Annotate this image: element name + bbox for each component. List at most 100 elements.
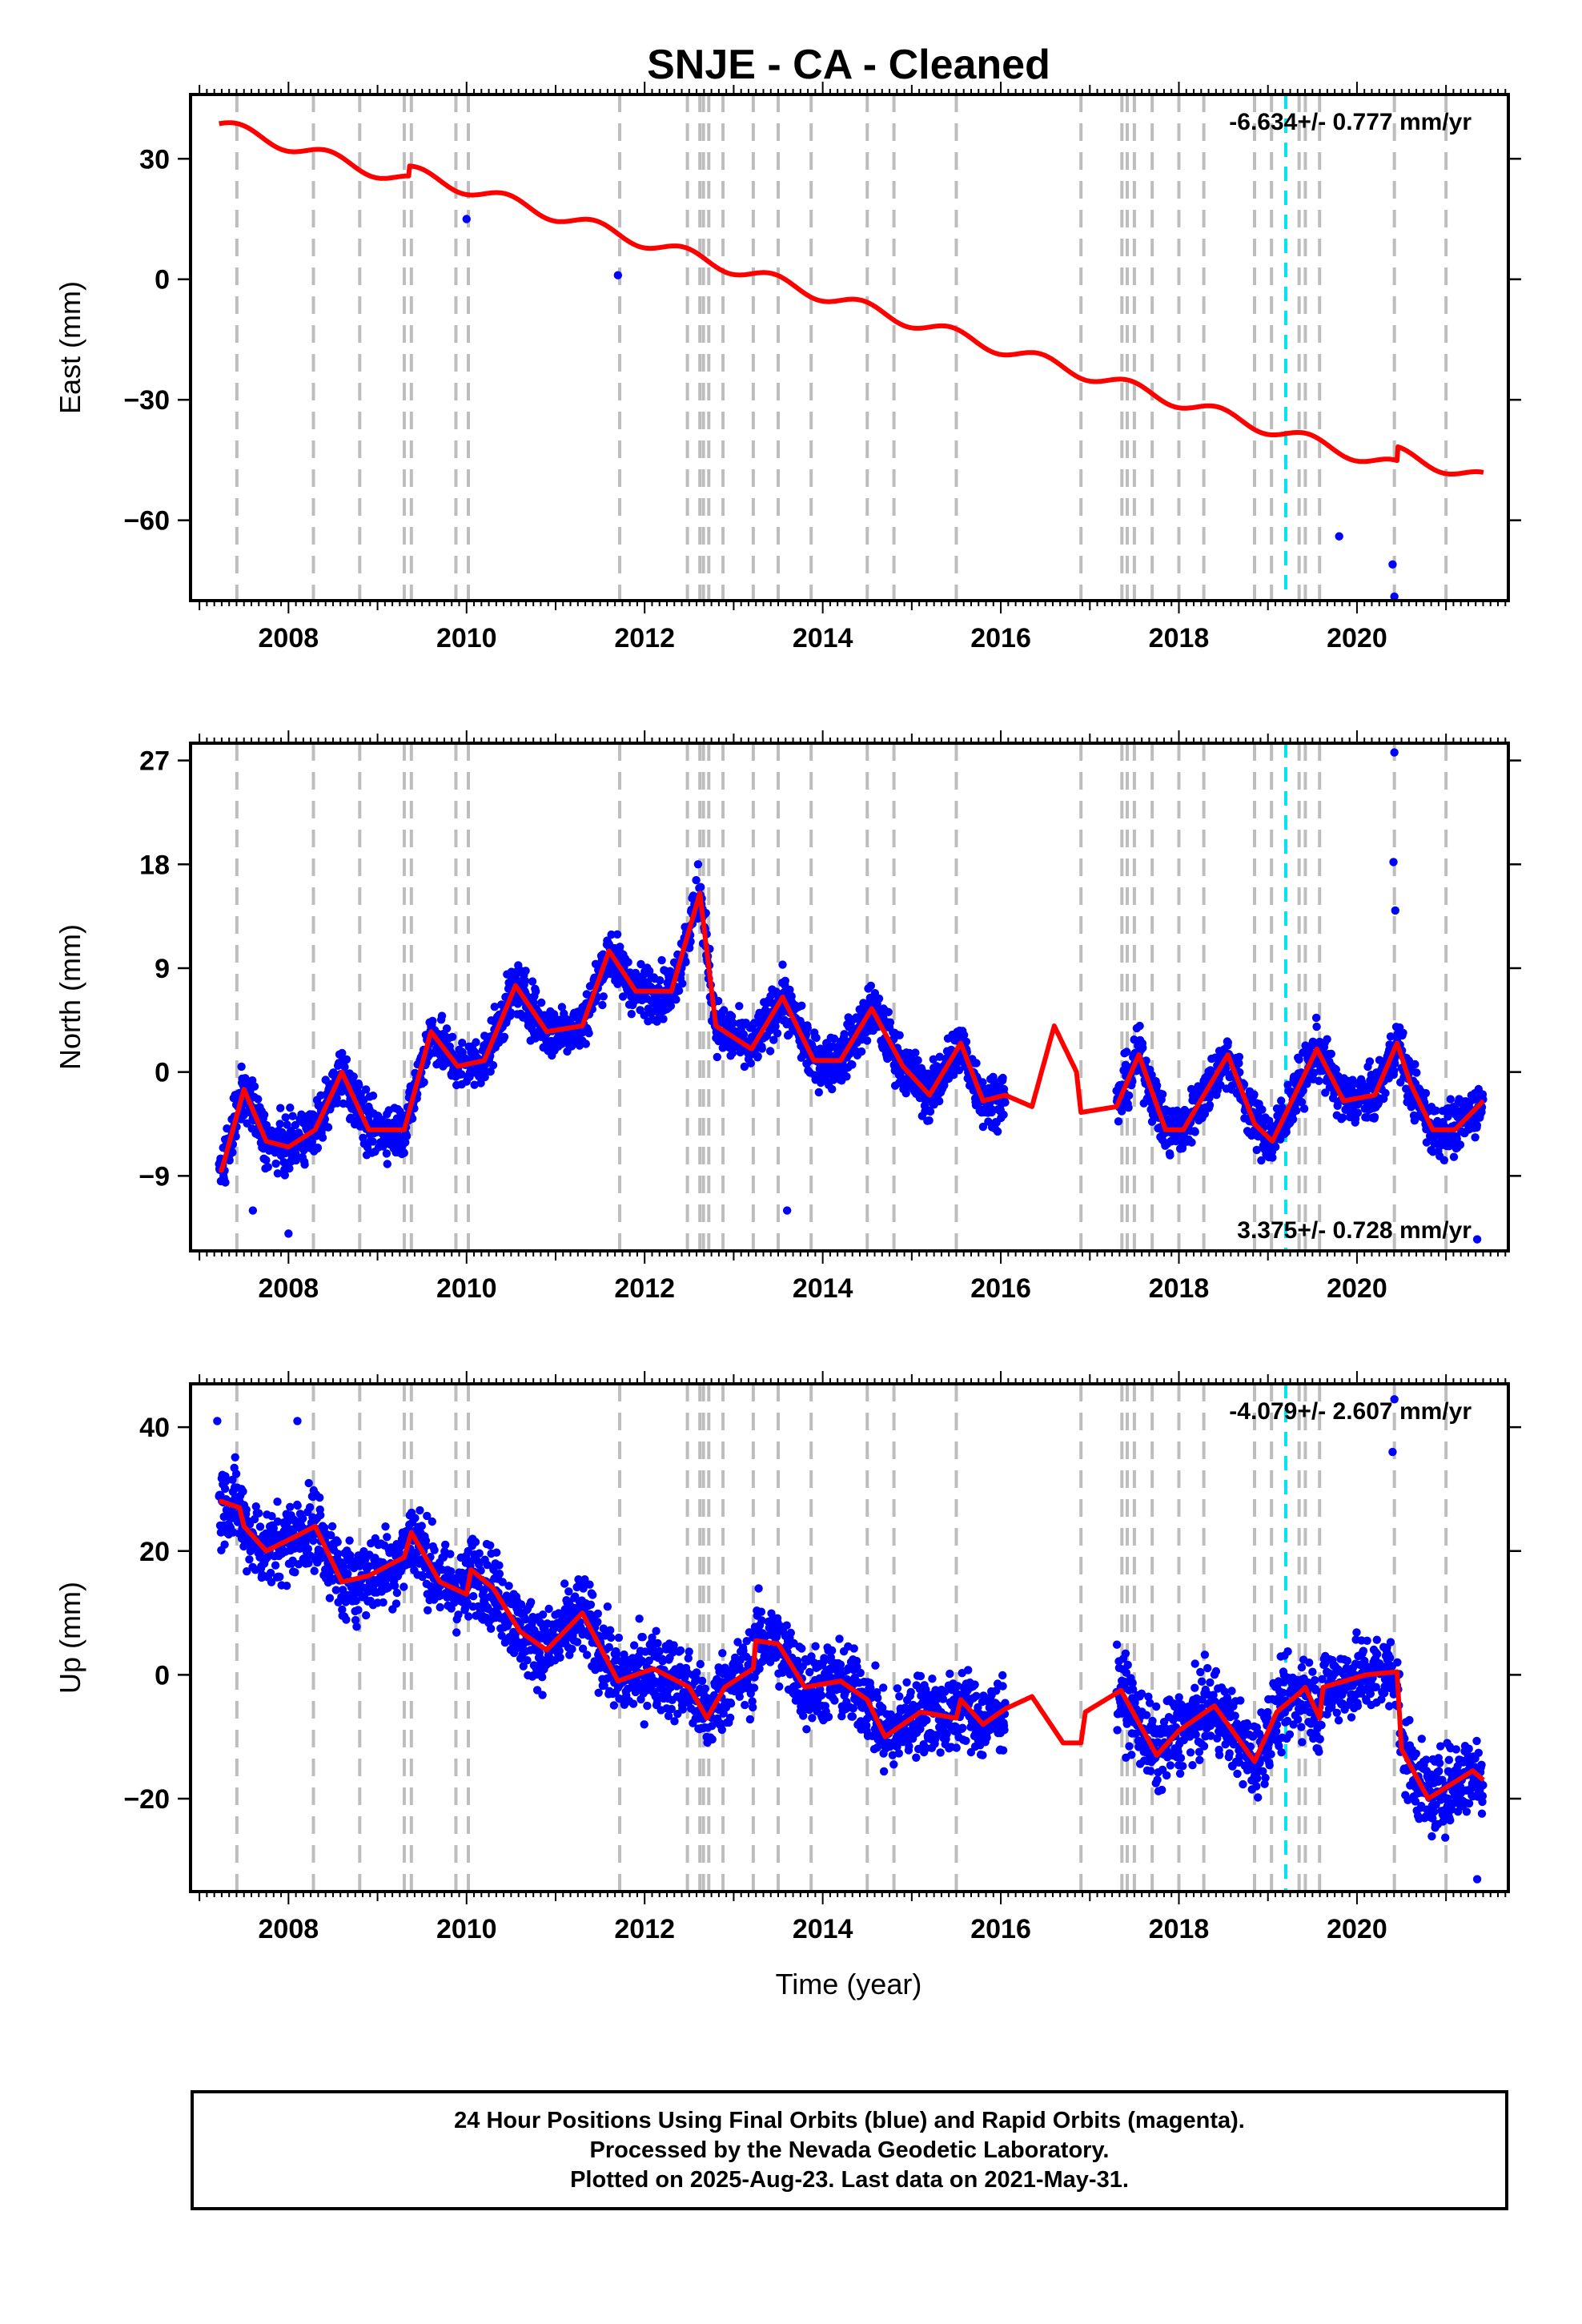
observation-point — [728, 0, 736, 4]
observation-point — [903, 0, 911, 4]
observation-point — [251, 0, 259, 4]
observation-point — [548, 0, 556, 4]
observation-point — [1436, 0, 1444, 4]
observation-point — [1187, 0, 1195, 4]
observation-point — [1308, 0, 1316, 4]
observation-point — [978, 0, 986, 4]
observation-point — [753, 0, 761, 4]
panel-north: 2008 2010 2012 2014 2016 2018 2020271890−9Nort… — [54, 730, 1521, 1304]
observation-point — [933, 0, 941, 4]
observation-point — [681, 0, 689, 4]
observation-point — [286, 0, 294, 4]
observation-point — [589, 0, 597, 4]
observation-point — [773, 0, 781, 4]
observation-point — [613, 0, 621, 4]
observation-point — [263, 0, 271, 4]
observation-point — [1271, 0, 1279, 4]
observation-point — [1166, 0, 1174, 4]
observation-point — [362, 0, 370, 4]
observation-point — [1394, 0, 1402, 4]
observation-point — [451, 0, 459, 4]
observation-point — [445, 0, 453, 4]
observation-point — [684, 0, 692, 4]
observation-point — [1353, 0, 1361, 4]
observation-point — [461, 0, 469, 4]
observation-point — [404, 0, 412, 4]
observation-point — [908, 0, 916, 4]
observation-point — [1305, 0, 1313, 4]
observation-point — [632, 0, 640, 4]
observation-point — [1262, 0, 1270, 4]
observation-point — [347, 0, 355, 4]
observation-point — [1289, 0, 1297, 4]
observation-point — [528, 0, 536, 4]
observation-point — [921, 0, 930, 4]
observation-point — [1229, 0, 1237, 4]
observation-point — [447, 0, 455, 4]
observation-point — [256, 0, 264, 4]
observation-point — [875, 0, 883, 4]
observation-point — [1194, 0, 1202, 4]
observation-point — [1379, 0, 1387, 4]
observation-point — [816, 0, 824, 4]
observation-point — [1303, 0, 1311, 4]
observation-point — [472, 0, 480, 4]
observation-point — [1131, 0, 1139, 4]
observation-point — [480, 0, 488, 4]
observation-point — [496, 0, 504, 4]
observation-point — [742, 0, 750, 4]
observation-point — [1162, 0, 1170, 4]
observation-point — [1299, 0, 1307, 4]
observation-point — [221, 0, 229, 4]
observation-point — [841, 0, 849, 4]
observation-point — [1223, 0, 1231, 4]
observation-point — [465, 0, 473, 4]
observation-point — [726, 0, 734, 4]
observation-point — [378, 0, 386, 4]
observation-point — [1196, 0, 1204, 4]
observation-point — [1344, 0, 1352, 4]
observation-point — [1148, 0, 1156, 4]
observation-point — [545, 0, 553, 4]
observation-point — [772, 0, 780, 4]
observation-point — [283, 0, 291, 4]
observation-point — [361, 0, 369, 4]
observation-point — [516, 0, 524, 4]
observation-point — [246, 0, 254, 4]
observation-point — [733, 0, 741, 4]
observation-point — [439, 0, 447, 4]
observation-point — [268, 0, 276, 4]
observation-point — [369, 0, 377, 4]
observation-point — [259, 0, 267, 4]
observation-point — [448, 0, 456, 4]
observation-point — [966, 0, 974, 4]
observation-point — [1307, 0, 1315, 4]
observation-point — [1343, 0, 1351, 4]
observation-point — [1181, 0, 1189, 4]
observation-point — [263, 0, 271, 4]
observation-point — [459, 0, 467, 4]
observation-point — [914, 0, 922, 4]
observation-point — [1296, 0, 1304, 4]
observation-point — [550, 0, 558, 4]
observation-point — [439, 0, 447, 4]
observation-point — [1326, 0, 1334, 4]
observation-point — [745, 0, 753, 4]
outlier-point — [1335, 533, 1343, 541]
observation-point — [671, 0, 679, 4]
observation-point — [586, 0, 594, 4]
observation-point — [1407, 0, 1415, 4]
observation-point — [1310, 0, 1318, 4]
observation-point — [386, 0, 394, 4]
observation-point — [1124, 0, 1132, 4]
observation-point — [1204, 0, 1212, 4]
observation-point — [558, 0, 566, 4]
observation-point — [695, 0, 703, 4]
observation-point — [1311, 0, 1319, 4]
observation-point — [1186, 0, 1195, 4]
observation-point — [1000, 0, 1008, 4]
observation-point — [849, 0, 857, 4]
observation-point — [247, 0, 255, 4]
observation-point — [546, 0, 554, 4]
observation-point — [567, 0, 575, 4]
